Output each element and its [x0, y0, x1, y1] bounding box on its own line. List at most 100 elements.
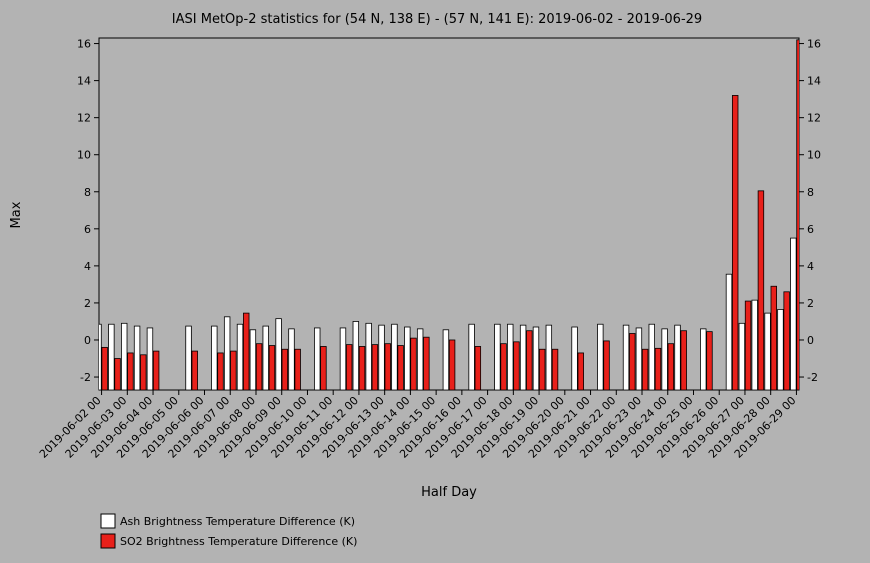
so2-bar: [140, 354, 147, 390]
ash-bar: [494, 323, 501, 390]
ash-bar: [442, 329, 450, 390]
ash-bar: [288, 328, 295, 390]
legend-label-so2: SO2 Brightness Temperature Difference (K…: [120, 535, 357, 548]
ash-bar: [751, 299, 758, 390]
so2-bar: [577, 352, 584, 390]
so2-bar: [345, 344, 353, 390]
ash-bar: [352, 321, 360, 390]
so2-bar: [423, 336, 430, 390]
ash-bar: [468, 323, 475, 390]
so2-bar: [294, 348, 301, 390]
ash-bar: [121, 322, 128, 390]
so2-bar: [500, 343, 507, 390]
ash-bar: [507, 323, 514, 390]
y-tick-label-left: 10: [77, 149, 91, 162]
so2-bar: [744, 300, 752, 390]
so2-bar: [783, 291, 790, 390]
y-tick-label-left: 4: [84, 260, 91, 273]
so2-bar: [680, 330, 687, 390]
ash-bar: [378, 324, 385, 390]
ash-bar: [314, 327, 321, 390]
so2-bar: [629, 333, 636, 390]
ash-bar: [391, 323, 398, 390]
bars-group: [99, 39, 799, 390]
so2-bar: [538, 348, 546, 390]
y-tick-label-left: 0: [84, 334, 91, 347]
ash-bar: [249, 329, 257, 390]
legend-label-ash: Ash Brightness Temperature Difference (K…: [120, 515, 355, 528]
ash-bar: [674, 324, 681, 390]
so2-bar: [358, 346, 366, 390]
ash-bar: [532, 326, 540, 390]
y-tick-label-left: 6: [84, 223, 91, 236]
so2-bar: [706, 331, 713, 390]
y-tick-label-right: 8: [807, 186, 814, 199]
so2-bar: [384, 343, 391, 390]
ash-bar: [133, 325, 141, 390]
so2-bar: [796, 39, 799, 390]
ash-bar: [339, 327, 347, 390]
ash-bar: [236, 323, 244, 390]
so2-bar: [230, 350, 237, 390]
y-tick-label-left: 12: [77, 112, 91, 125]
so2-bar: [255, 343, 263, 390]
ash-bar: [365, 322, 372, 390]
so2-bar: [654, 347, 662, 390]
ash-bar: [661, 328, 668, 390]
y-tick-label-left: 14: [77, 75, 91, 88]
so2-bar: [770, 285, 777, 390]
ash-bar: [790, 237, 797, 390]
so2-bar: [371, 344, 379, 390]
ash-bar: [275, 318, 282, 390]
ash-bar: [404, 326, 411, 390]
so2-bar: [127, 352, 134, 390]
ash-bar: [700, 328, 707, 390]
so2-bar: [757, 190, 765, 390]
ash-bar: [738, 322, 746, 390]
ash-bar: [597, 323, 604, 390]
legend-swatch-so2: [100, 533, 116, 549]
chart-title: IASI MetOp-2 statistics for (54 N, 138 E…: [172, 12, 702, 27]
so2-bar: [474, 346, 482, 390]
ash-bar: [223, 316, 231, 390]
so2-bar: [191, 350, 198, 390]
y-tick-label-right: 14: [807, 75, 821, 88]
y-tick-label-left: 8: [84, 186, 91, 199]
y-tick-label-right: 4: [807, 260, 814, 273]
so2-bar: [320, 346, 327, 390]
ash-bar: [777, 309, 784, 390]
ash-bar: [519, 324, 527, 390]
y-tick-label-left: 16: [77, 38, 91, 51]
y-tick-label-right: -2: [807, 371, 818, 384]
y-tick-label-right: 16: [807, 38, 821, 51]
ash-bar: [211, 325, 218, 390]
ash-bar: [416, 328, 424, 390]
so2-bar: [526, 330, 533, 390]
y-tick-label-right: 6: [807, 223, 814, 236]
so2-bar: [513, 341, 520, 390]
legend: Ash Brightness Temperature Difference (K…: [100, 513, 357, 549]
so2-bar: [243, 312, 250, 390]
so2-bar: [731, 95, 739, 390]
so2-bar: [101, 346, 108, 390]
legend-swatch-ash: [100, 513, 116, 529]
ash-bar: [185, 325, 192, 390]
y-tick-label-right: 10: [807, 149, 821, 162]
so2-bar: [641, 348, 649, 390]
so2-bar: [410, 337, 417, 390]
so2-bar: [603, 340, 610, 390]
y-tick-label-right: 12: [807, 112, 821, 125]
so2-bar: [217, 352, 224, 390]
so2-bar: [152, 350, 160, 390]
ash-bar: [108, 323, 115, 390]
so2-bar: [448, 339, 456, 390]
ash-bar: [262, 325, 269, 390]
y-tick-label-left: 2: [84, 297, 91, 310]
so2-bar: [114, 358, 121, 390]
ash-bar: [622, 324, 630, 390]
ash-bar: [545, 324, 553, 390]
so2-bar: [268, 345, 276, 390]
